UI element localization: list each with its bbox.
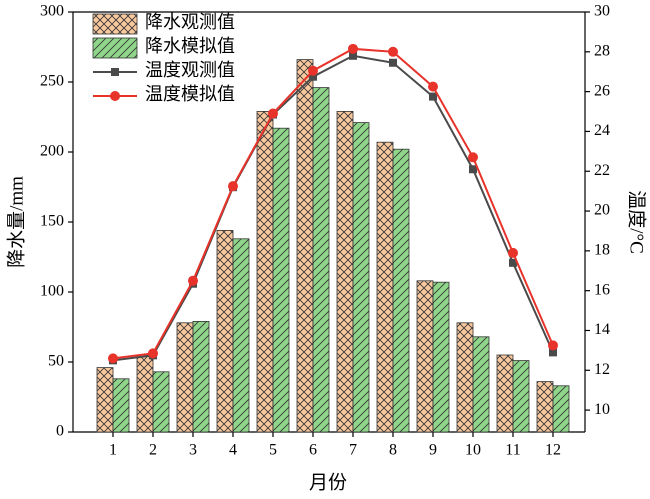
bar <box>416 280 434 433</box>
y-tick-label: 0 <box>56 423 64 440</box>
y-tick-label: 150 <box>40 213 64 230</box>
marker <box>108 353 118 364</box>
y2-tick-label: 18 <box>594 242 610 259</box>
bar <box>496 354 514 433</box>
y2-tick-label: 24 <box>594 122 610 139</box>
marker <box>428 81 438 92</box>
marker <box>308 65 318 76</box>
x-tick-label: 3 <box>189 442 197 459</box>
legend-swatch <box>92 13 138 35</box>
bar <box>512 360 530 433</box>
x-tick-label: 11 <box>505 442 520 459</box>
y2-tick-label: 28 <box>594 42 610 59</box>
legend-marker <box>110 91 120 101</box>
x-tick-label: 12 <box>545 442 561 459</box>
marker <box>509 258 517 267</box>
marker <box>508 247 518 258</box>
line <box>112 54 554 362</box>
y-tick-label: 50 <box>48 353 64 370</box>
bar <box>112 378 130 433</box>
y2-tick-label: 20 <box>594 202 610 219</box>
bar <box>456 322 474 433</box>
bar <box>192 320 210 433</box>
marker <box>188 275 198 286</box>
bar <box>392 148 410 433</box>
marker <box>429 92 437 101</box>
bar <box>176 322 194 433</box>
x-tick-label: 6 <box>309 442 317 459</box>
bar <box>136 354 154 433</box>
y2-tick-label: 16 <box>594 281 610 298</box>
y2-tick-label: 12 <box>594 361 610 378</box>
legend-label: 温度观测值 <box>145 60 235 80</box>
marker <box>388 46 398 57</box>
y2-tick-label: 26 <box>594 82 610 99</box>
bar <box>336 111 354 433</box>
x-tick-label: 5 <box>269 442 277 459</box>
bar <box>256 111 274 433</box>
x-tick-label: 2 <box>149 442 157 459</box>
bar <box>472 336 490 433</box>
legend-label: 降水模拟值 <box>145 36 235 56</box>
x-tick-label: 10 <box>465 442 481 459</box>
bar <box>552 385 570 433</box>
x-tick-label: 1 <box>109 442 117 459</box>
marker <box>228 181 238 192</box>
line <box>112 47 554 360</box>
bar <box>376 141 394 433</box>
x-tick-label: 9 <box>429 442 437 459</box>
y2-tick-label: 30 <box>594 3 610 20</box>
bar <box>352 122 370 433</box>
bar <box>96 367 114 433</box>
bar <box>232 238 250 433</box>
marker <box>389 58 397 67</box>
y-axis-label: 降水量/mm <box>5 176 27 268</box>
marker <box>349 51 357 60</box>
marker <box>309 72 317 81</box>
y-tick-label: 250 <box>40 73 64 90</box>
x-tick-label: 4 <box>229 442 237 459</box>
marker <box>549 348 557 357</box>
y-tick-label: 100 <box>40 283 64 300</box>
bar <box>312 87 330 433</box>
marker <box>148 348 158 359</box>
y2-axis-label: 温度/°C <box>626 190 648 254</box>
x-tick-label: 7 <box>349 442 357 459</box>
y2-tick-label: 10 <box>594 401 610 418</box>
y-tick-label: 300 <box>40 3 64 20</box>
marker <box>548 340 558 351</box>
y-tick-label: 200 <box>40 143 64 160</box>
bar <box>296 59 314 433</box>
marker <box>469 165 477 174</box>
y2-tick-label: 22 <box>594 162 610 179</box>
marker <box>348 43 358 54</box>
bar <box>272 127 290 433</box>
x-axis-label: 月份 <box>309 471 347 493</box>
legend-swatch <box>92 37 138 59</box>
legend-marker <box>111 68 119 76</box>
y2-tick-label: 14 <box>594 321 610 338</box>
x-tick-label: 8 <box>389 442 397 459</box>
bar <box>216 229 234 433</box>
bar <box>536 381 554 433</box>
marker <box>468 152 478 163</box>
bar <box>152 371 170 433</box>
bar <box>432 281 450 433</box>
marker <box>268 108 278 119</box>
legend-label: 温度模拟值 <box>145 84 235 104</box>
legend-label: 降水观测值 <box>145 12 235 32</box>
